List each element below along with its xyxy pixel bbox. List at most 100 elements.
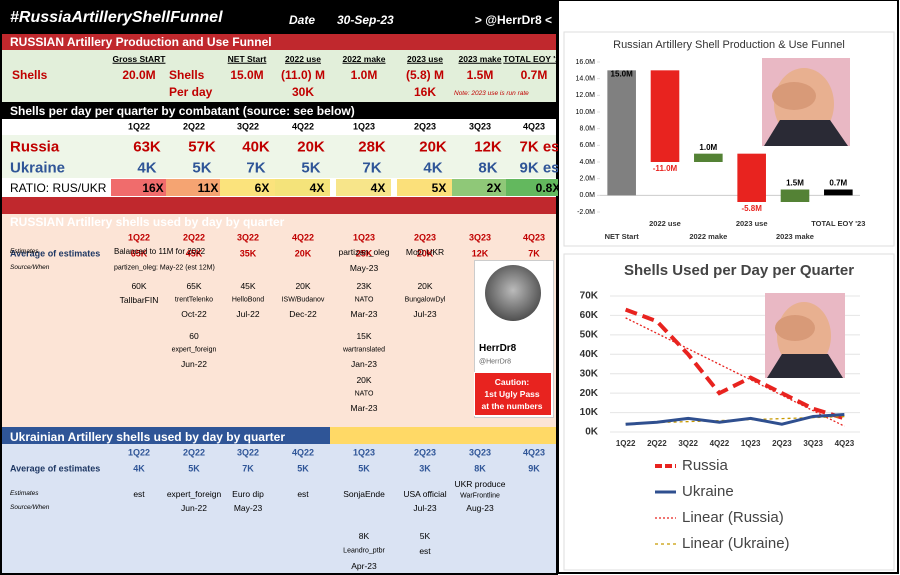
y-tick-label: 20K (580, 388, 599, 399)
handle: > @HerrDr8 < (474, 13, 552, 27)
y-tick-label: 60K (580, 310, 599, 321)
value: 57K (188, 138, 216, 156)
estimate: NATO (354, 390, 374, 398)
estimate: 60K (131, 280, 147, 291)
average: 8K (474, 463, 486, 474)
average: 5K (297, 463, 309, 474)
value: 0.8X (535, 181, 561, 195)
estimate: 8K (358, 530, 370, 541)
quarter: 2Q23 (413, 447, 437, 458)
value-label: -11.0M (653, 164, 678, 173)
value: 20K (419, 138, 447, 156)
y-tick-label: 2.0M (579, 176, 595, 183)
caution-text: Caution: (494, 376, 530, 387)
x-tick-label: 2023 make (776, 232, 814, 241)
estimate: 5K (419, 530, 431, 541)
estimate: 15K (356, 330, 372, 341)
value: 11X (197, 181, 219, 195)
average: 45K (185, 248, 203, 259)
x-tick-label: 1Q22 (616, 439, 636, 448)
russian-area (2, 214, 556, 427)
average: 65K (130, 248, 148, 259)
estimate: BungalowDyl (404, 296, 446, 304)
row-label: RATIO: RUS/UKR (10, 181, 107, 195)
value-label: -5.8M (741, 204, 762, 213)
section-header (2, 34, 556, 50)
value: 5K (192, 159, 212, 177)
value: 40K (242, 138, 270, 156)
title: #RussiaArtilleryShellFunnel (10, 9, 223, 26)
bar (780, 189, 810, 202)
estimate: wartranslated (342, 346, 386, 354)
estimate: expert_foreign (171, 346, 217, 354)
estimate: NATO (354, 296, 374, 304)
quarter: 1Q23 (352, 121, 376, 132)
quarter: 1Q22 (127, 232, 151, 243)
value: 0.7M (520, 68, 548, 82)
x-tick-label: 3Q23 (803, 439, 823, 448)
y-tick-label: -2.0M (577, 209, 595, 216)
funnel-area (2, 50, 556, 102)
bar (607, 70, 636, 196)
estimate: Jun-22 (181, 502, 207, 513)
section-title: RUSSIAN Artillery Production and Use Fun… (10, 35, 272, 49)
section-header (330, 427, 556, 444)
estimate: USA official (403, 488, 447, 499)
estimate: Jun-22 (181, 358, 207, 369)
y-tick-label: 0K (585, 427, 599, 438)
value: 5K (301, 159, 321, 177)
estimate: Aug-23 (466, 502, 494, 513)
average: 7K (242, 463, 254, 474)
quarter: 4Q23 (522, 121, 546, 132)
row-label: Estimates (10, 247, 39, 255)
photo (762, 58, 850, 146)
column-header: NET Start (227, 53, 267, 64)
quarter: 1Q23 (352, 232, 376, 243)
value: 16X (142, 181, 164, 195)
value: 7K (246, 159, 266, 177)
bar (694, 153, 723, 162)
ratio-cell (336, 179, 391, 196)
series-line (624, 307, 845, 421)
value: 12K (474, 138, 502, 156)
quarter: 1Q22 (127, 447, 151, 458)
ratio-cell (452, 179, 507, 196)
x-tick-label: 2Q23 (772, 439, 792, 448)
ratio-cell (111, 179, 166, 196)
value: 5X (431, 181, 447, 195)
x-tick-label: 2Q22 (647, 439, 667, 448)
estimate: UKR produce (454, 478, 506, 489)
estimate: ISW/Budanov (281, 296, 325, 304)
x-tick-label: 4Q23 (835, 439, 855, 448)
x-tick-label: 1Q23 (741, 439, 761, 448)
value: 16K (413, 85, 437, 99)
section-header (2, 102, 556, 119)
value: 2X (486, 181, 502, 195)
y-tick-label: 8.0M (579, 126, 595, 133)
legend-label: Russia (682, 457, 729, 474)
value: 4K (137, 159, 157, 177)
photo-suit (764, 120, 848, 146)
value: 7K est (519, 138, 565, 156)
y-tick-label: 10K (580, 407, 599, 418)
chart-title: Shells Used per Day per Quarter (624, 262, 854, 279)
y-tick-label: 50K (580, 329, 599, 340)
section-title: Ukrainian Artillery shells used by day b… (10, 430, 285, 444)
estimate: 20K (356, 374, 372, 385)
charts: Russian Artillery Shell Production & Use… (558, 0, 899, 574)
row-label: Source/When (10, 263, 50, 271)
date: 30-Sep-23 (337, 13, 394, 27)
quarter: 1Q23 (352, 447, 376, 458)
value: 20.0M (122, 68, 156, 82)
x-tick-label: NET Start (605, 232, 640, 241)
average: 12K (471, 248, 489, 259)
estimate: TallbarFIN (119, 294, 159, 305)
estimate: Jan-23 (351, 358, 377, 369)
row-label: Average of estimates (10, 248, 101, 259)
column-header: 2022 use (285, 53, 321, 64)
quarter: 3Q23 (468, 447, 492, 458)
note: Balanced to 11M for 2022 (114, 247, 206, 256)
average: 5K (188, 463, 200, 474)
estimate: Mar-23 (350, 402, 378, 413)
spreadsheet: #RussiaArtilleryShellFunnel Date 30-Sep-23… (0, 0, 565, 575)
